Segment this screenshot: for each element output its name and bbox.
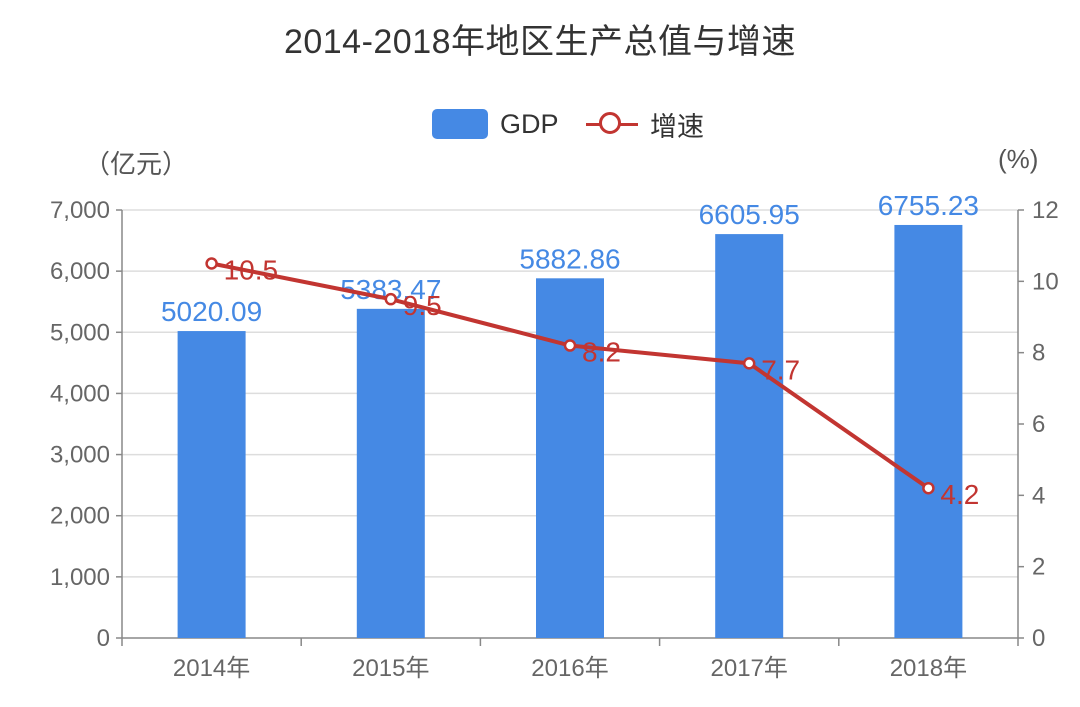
right-tick-label: 0 xyxy=(1032,625,1045,652)
line-value-label: 8.2 xyxy=(582,337,621,368)
right-tick-label: 10 xyxy=(1032,268,1059,295)
bar-gdp xyxy=(356,308,425,638)
right-tick-label: 4 xyxy=(1032,482,1045,509)
left-tick-label: 6,000 xyxy=(50,258,110,285)
bar-gdp xyxy=(177,331,246,638)
x-tick-label: 2014年 xyxy=(173,655,250,682)
legend: GDP 增速 xyxy=(0,104,1080,144)
left-tick-label: 3,000 xyxy=(50,442,110,469)
legend-item-growth[interactable]: 增速 xyxy=(586,104,704,144)
left-tick-label: 4,000 xyxy=(50,380,110,407)
line-point xyxy=(563,339,577,352)
line-value-label: 9.5 xyxy=(403,290,442,321)
right-tick-label: 12 xyxy=(1032,197,1059,224)
x-tick-label: 2018年 xyxy=(890,655,967,682)
legend-growth-swatch xyxy=(586,109,638,139)
line-value-label: 10.5 xyxy=(224,255,279,286)
bar-value-label: 6755.23 xyxy=(878,190,979,221)
line-point xyxy=(742,357,756,370)
legend-gdp-swatch xyxy=(432,109,488,139)
legend-growth-label: 增速 xyxy=(650,111,704,142)
right-tick-label: 6 xyxy=(1032,411,1045,438)
line-point xyxy=(922,481,935,495)
bar-value-label: 5882.86 xyxy=(519,243,620,274)
left-tick-label: 1,000 xyxy=(50,564,110,591)
line-value-label: 4.2 xyxy=(940,479,979,510)
bar-gdp xyxy=(715,234,784,639)
right-tick-label: 8 xyxy=(1032,340,1045,367)
left-axis-name: （亿元） xyxy=(84,149,189,179)
bar-value-label: 6605.95 xyxy=(699,199,800,230)
line-point xyxy=(384,292,398,306)
bar-gdp xyxy=(894,224,963,638)
chart-title: 2014-2018年地区生产总值与增速 xyxy=(283,23,797,61)
bar-value-label: 5020.09 xyxy=(161,296,262,327)
left-tick-label: 2,000 xyxy=(50,503,110,530)
right-tick-label: 2 xyxy=(1032,554,1045,581)
line-point xyxy=(205,257,218,270)
line-value-label: 7.7 xyxy=(761,354,800,385)
left-tick-label: 0 xyxy=(97,625,110,652)
legend-item-gdp[interactable]: GDP xyxy=(432,104,559,144)
bar-gdp xyxy=(536,278,604,638)
left-tick-label: 7,000 xyxy=(50,197,110,224)
legend-gdp-label: GDP xyxy=(500,108,559,139)
right-axis-name: (%) xyxy=(998,144,1039,174)
x-tick-label: 2017年 xyxy=(711,655,788,682)
x-tick-label: 2016年 xyxy=(531,655,608,682)
left-tick-label: 5,000 xyxy=(50,319,110,346)
x-tick-label: 2015年 xyxy=(352,655,429,682)
